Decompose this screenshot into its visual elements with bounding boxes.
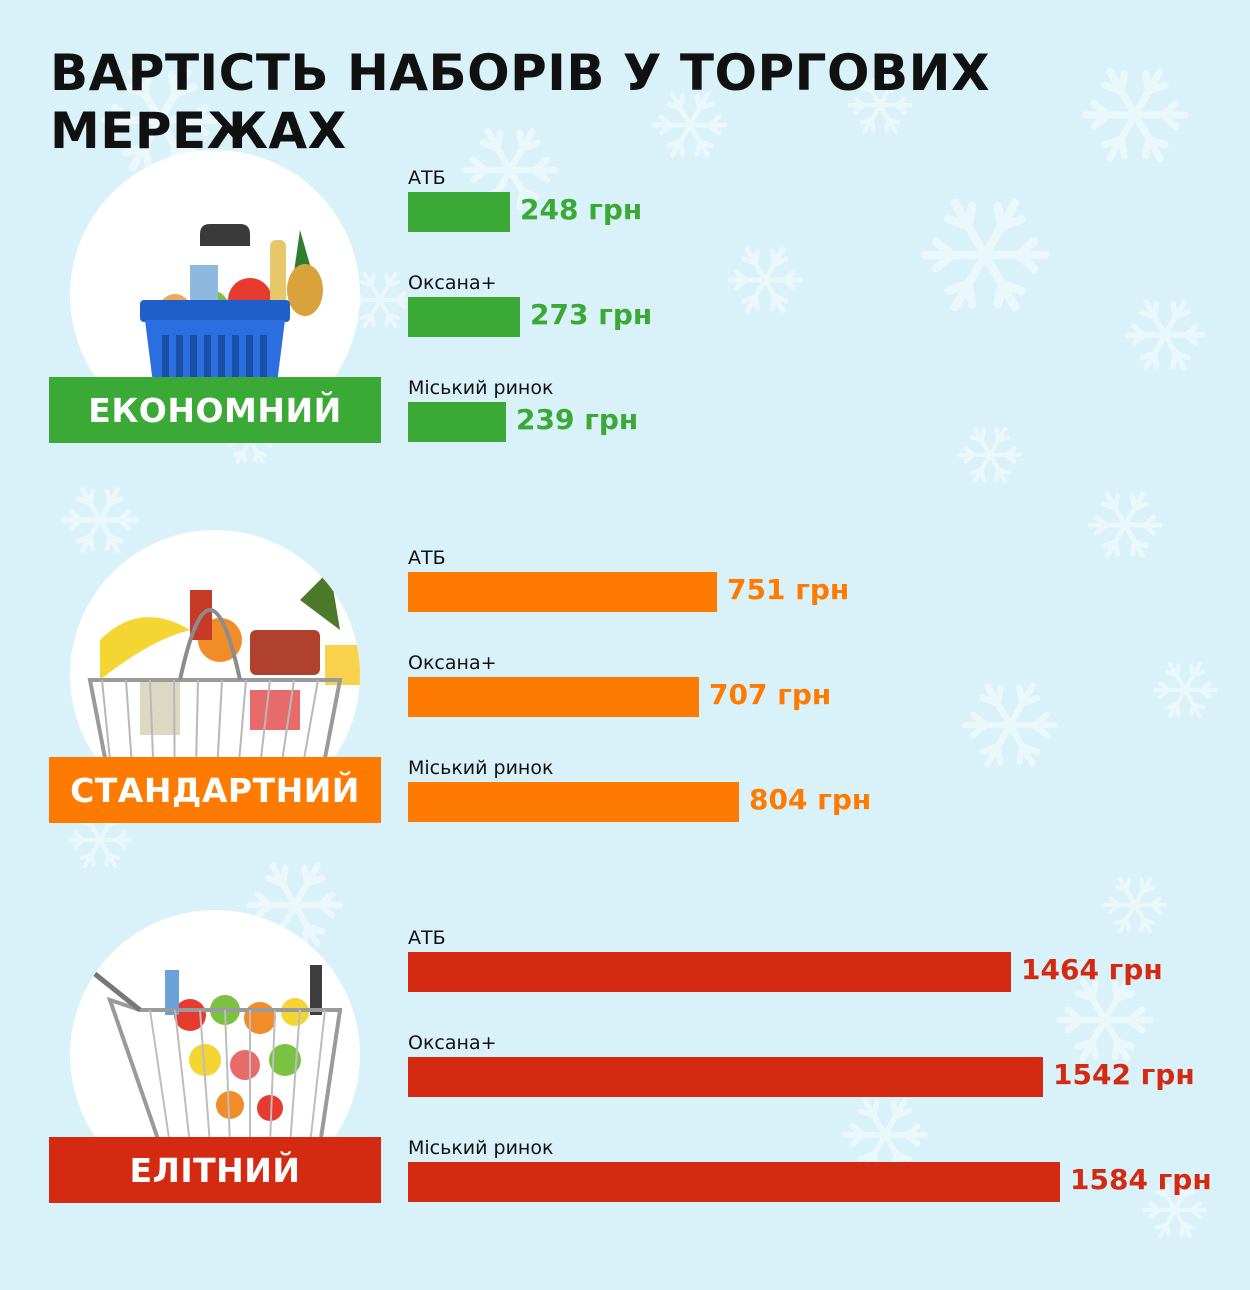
bar (408, 1162, 1060, 1202)
bar (408, 952, 1011, 992)
snowflake-icon (347, 271, 413, 329)
snowflake-icon (652, 92, 728, 158)
bar-value-label: 751 грн (727, 573, 850, 606)
snowflake-icon (101, 68, 219, 172)
snowflake-icon (1152, 661, 1218, 719)
category-label: Міський ринок (408, 377, 554, 399)
category-label: АТБ (408, 927, 446, 949)
category-label: АТБ (408, 547, 446, 569)
snowflake-background (62, 68, 1218, 1239)
category-label: Міський ринок (408, 1137, 554, 1159)
series-label-standard: СТАНДАРТНИЙ (49, 757, 381, 823)
bar-value-label: 707 грн (709, 678, 832, 711)
bar-value-label: 1464 грн (1021, 953, 1163, 986)
series-label-elite: ЕЛІТНИЙ (49, 1137, 381, 1203)
bar-value-label: 804 грн (749, 783, 872, 816)
bar (408, 1057, 1043, 1097)
bar-value-label: 1584 грн (1070, 1163, 1212, 1196)
snowflake-icon (727, 247, 803, 313)
group-elite: ЕЛІТНИЙ АТБ 1464 грн Оксана+ 1542 грн Міський… (0, 910, 1250, 1290)
category-label: Оксана+ (408, 272, 497, 294)
category-label: Міський ринок (408, 757, 554, 779)
snowflake-icon (1056, 977, 1154, 1063)
bar-value-label: 273 грн (530, 298, 653, 331)
bar (408, 572, 717, 612)
series-label-economy: ЕКОНОМНИЙ (49, 377, 381, 443)
bar-value-label: 239 грн (516, 403, 639, 436)
snowflake-icon (1087, 492, 1163, 558)
category-label: АТБ (408, 167, 446, 189)
bar (408, 297, 520, 337)
bar (408, 402, 506, 442)
page-title: ВАРТІСТЬ НАБОРІВ У ТОРГОВИХ МЕРЕЖАХ (50, 44, 990, 160)
bar-value-label: 1542 грн (1053, 1058, 1195, 1091)
bar (408, 782, 739, 822)
snowflake-icon (1142, 1181, 1208, 1239)
snowflake-icon (961, 682, 1059, 768)
category-label: Оксана+ (408, 1032, 497, 1054)
snowflake-icon (920, 198, 1050, 312)
category-label: Оксана+ (408, 652, 497, 674)
snowflake-icon (1124, 299, 1206, 371)
group-economy: ЕКОНОМНИЙ АТБ 248 грн Оксана+ 273 грн Міський… (0, 150, 1250, 530)
snowflake-icon (957, 426, 1023, 484)
snowflake-icon (1102, 876, 1168, 934)
snowflake-icon (1081, 68, 1189, 162)
bar (408, 192, 510, 232)
bar-value-label: 248 грн (520, 193, 643, 226)
bar (408, 677, 699, 717)
snowflake-icon (847, 76, 913, 134)
snowflake-icon (62, 487, 138, 553)
group-standard: СТАНДАРТНИЙ АТБ 751 грн Оксана+ 707 грн Міськ… (0, 530, 1250, 910)
